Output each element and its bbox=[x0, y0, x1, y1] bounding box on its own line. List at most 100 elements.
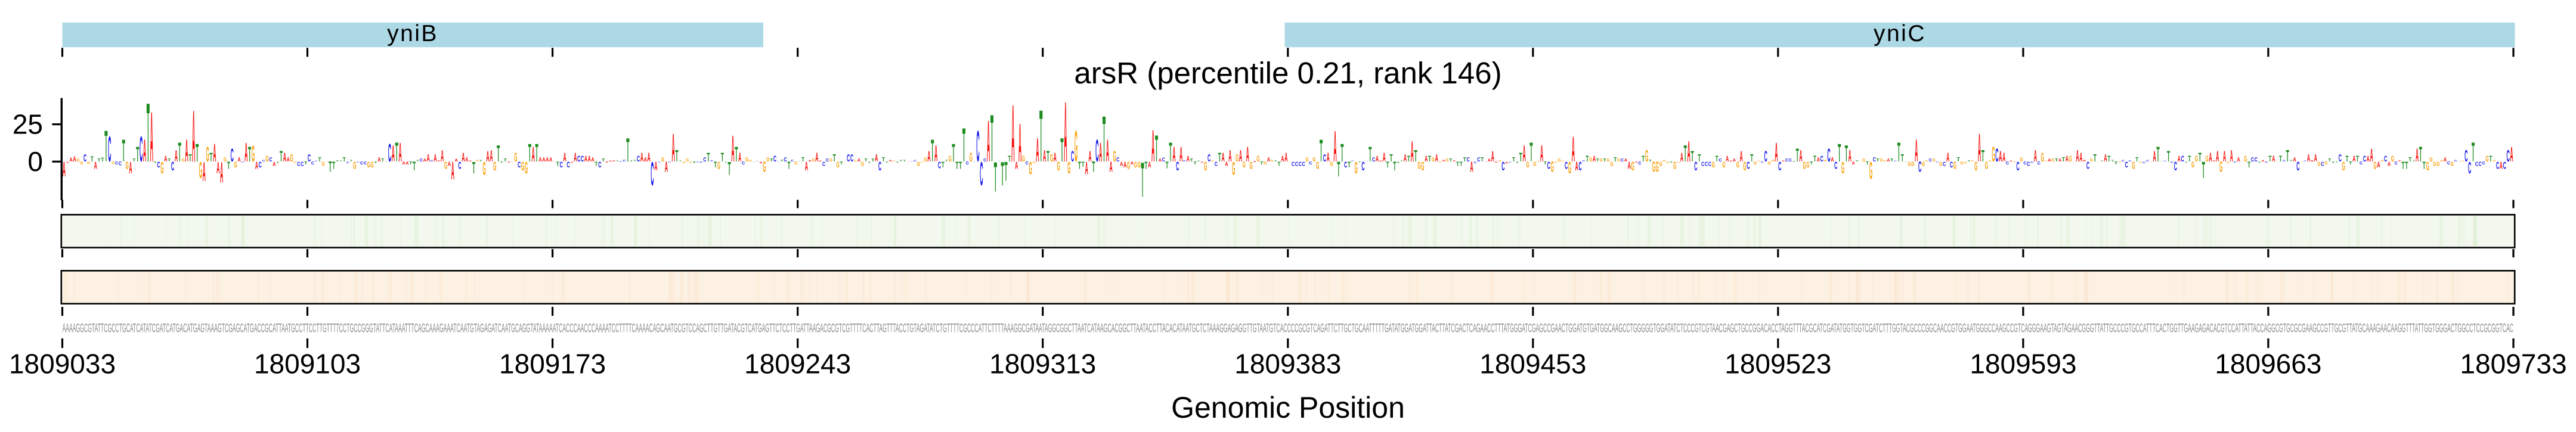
svg-text:C: C bbox=[2464, 147, 2467, 166]
svg-text:C: C bbox=[1936, 161, 1939, 163]
svg-text:C: C bbox=[1719, 158, 1722, 163]
svg-text:A: A bbox=[2048, 158, 2051, 163]
svg-text:G: G bbox=[1288, 161, 1292, 162]
svg-text:T: T bbox=[1407, 154, 1410, 164]
svg-text:T: T bbox=[1141, 153, 1144, 207]
svg-text:C: C bbox=[1873, 156, 1877, 163]
svg-text:A: A bbox=[507, 161, 511, 163]
svg-text:G: G bbox=[521, 160, 524, 174]
svg-text:T: T bbox=[497, 141, 500, 167]
svg-text:G: G bbox=[1757, 161, 1760, 162]
svg-text:G: G bbox=[837, 161, 840, 170]
svg-text:G: G bbox=[160, 158, 163, 178]
svg-text:G: G bbox=[1939, 160, 1942, 167]
svg-text:T: T bbox=[2247, 160, 2250, 170]
svg-text:G: G bbox=[76, 158, 79, 163]
svg-text:A: A bbox=[1383, 151, 1386, 165]
svg-text:C: C bbox=[581, 155, 584, 164]
svg-text:G: G bbox=[2118, 161, 2121, 163]
svg-text:T: T bbox=[1813, 154, 1816, 164]
svg-text:A: A bbox=[987, 108, 990, 174]
svg-text:T: T bbox=[896, 161, 899, 163]
svg-text:T: T bbox=[1967, 160, 1970, 162]
svg-text:A: A bbox=[255, 160, 258, 172]
svg-text:A: A bbox=[1628, 160, 1631, 172]
svg-text:T: T bbox=[479, 160, 483, 162]
svg-text:T: T bbox=[1046, 148, 1050, 165]
svg-text:T: T bbox=[1393, 160, 1396, 174]
svg-text:C: C bbox=[2027, 160, 2030, 167]
svg-text:C: C bbox=[108, 130, 111, 170]
svg-text:A: A bbox=[1593, 155, 1596, 164]
svg-text:A: A bbox=[875, 153, 878, 164]
svg-text:A: A bbox=[1726, 155, 1729, 164]
svg-text:G: G bbox=[1974, 160, 1977, 174]
svg-text:A: A bbox=[175, 147, 178, 166]
svg-text:T: T bbox=[153, 161, 156, 164]
svg-text:C: C bbox=[668, 161, 671, 163]
svg-text:G: G bbox=[2324, 161, 2327, 166]
svg-text:A: A bbox=[1228, 147, 1231, 166]
svg-text:C: C bbox=[784, 156, 787, 163]
svg-text:C: C bbox=[1827, 144, 1830, 166]
svg-text:T: T bbox=[178, 137, 181, 167]
svg-text:G: G bbox=[265, 155, 268, 164]
svg-text:C: C bbox=[2482, 161, 2485, 166]
svg-text:G: G bbox=[1264, 161, 1267, 166]
svg-text:G: G bbox=[2429, 156, 2432, 163]
svg-text:G: G bbox=[199, 157, 202, 183]
svg-text:A: A bbox=[451, 158, 454, 185]
svg-text:T: T bbox=[147, 87, 150, 181]
svg-text:A: A bbox=[815, 151, 818, 165]
svg-text:G: G bbox=[854, 160, 857, 162]
svg-text:T: T bbox=[882, 156, 885, 163]
svg-text:C: C bbox=[1302, 160, 1306, 167]
svg-text:G: G bbox=[2317, 160, 2320, 167]
svg-text:G: G bbox=[1869, 158, 1872, 185]
svg-text:G: G bbox=[2244, 155, 2247, 164]
svg-text:G: G bbox=[1134, 161, 1137, 170]
svg-text:G: G bbox=[1417, 160, 1420, 172]
svg-text:C: C bbox=[1708, 160, 1712, 167]
svg-text:C: C bbox=[2122, 160, 2125, 163]
svg-text:A: A bbox=[2034, 147, 2037, 166]
svg-text:C: C bbox=[269, 156, 273, 163]
svg-text:C: C bbox=[619, 161, 623, 162]
svg-text:C: C bbox=[458, 160, 461, 172]
svg-text:G: G bbox=[493, 160, 496, 174]
svg-text:G: G bbox=[1883, 160, 1886, 162]
svg-text:T: T bbox=[136, 144, 139, 166]
svg-text:G: G bbox=[2097, 161, 2101, 162]
svg-text:A: A bbox=[654, 160, 657, 174]
svg-text:G: G bbox=[686, 158, 689, 163]
svg-text:T: T bbox=[1397, 161, 1400, 164]
svg-text:C: C bbox=[742, 161, 745, 166]
svg-text:A: A bbox=[441, 147, 444, 166]
svg-text:A: A bbox=[2240, 161, 2244, 162]
svg-text:C: C bbox=[1467, 156, 1470, 163]
svg-text:A: A bbox=[427, 153, 430, 164]
svg-text:T: T bbox=[1690, 148, 1694, 165]
svg-text:T: T bbox=[227, 159, 231, 171]
svg-text:T: T bbox=[1092, 158, 1095, 175]
svg-text:T: T bbox=[595, 161, 597, 168]
svg-text:G: G bbox=[843, 161, 847, 162]
svg-text:A: A bbox=[94, 160, 97, 172]
svg-text:G: G bbox=[1806, 161, 1809, 170]
svg-text:G: G bbox=[1439, 161, 1442, 163]
svg-text:C: C bbox=[2395, 161, 2398, 166]
svg-text:G: G bbox=[829, 158, 832, 163]
svg-text:C: C bbox=[1361, 160, 1364, 174]
svg-text:G: G bbox=[1232, 158, 1235, 179]
svg-text:T: T bbox=[535, 139, 538, 167]
svg-text:G: G bbox=[1985, 160, 1988, 172]
svg-text:T: T bbox=[714, 160, 717, 170]
svg-text:T: T bbox=[2408, 156, 2411, 163]
svg-text:A: A bbox=[532, 144, 535, 167]
svg-text:T: T bbox=[2356, 154, 2359, 164]
svg-text:G: G bbox=[1432, 156, 1435, 163]
svg-text:C: C bbox=[1183, 160, 1186, 162]
svg-text:T: T bbox=[724, 161, 727, 163]
svg-text:A: A bbox=[738, 151, 741, 165]
svg-text:A: A bbox=[1159, 158, 1162, 163]
